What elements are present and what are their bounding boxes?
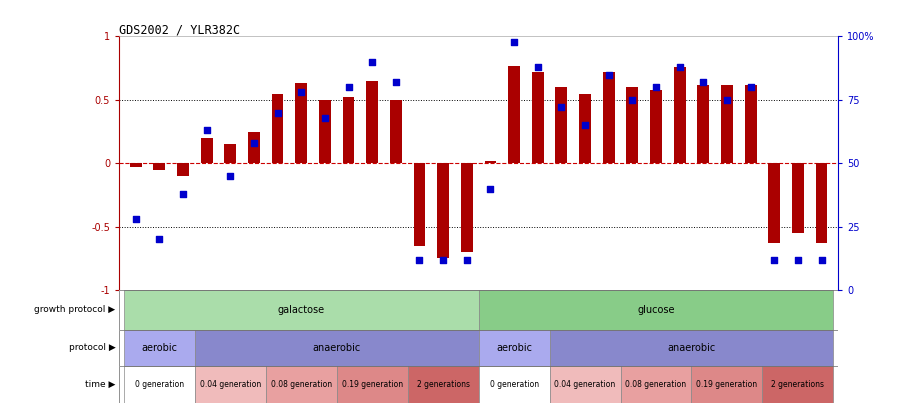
Point bbox=[294, 89, 309, 96]
Bar bbox=[437, 163, 449, 258]
Bar bbox=[337, 367, 408, 403]
Bar bbox=[745, 85, 757, 163]
Point bbox=[200, 127, 214, 134]
Point bbox=[318, 114, 333, 121]
Point bbox=[767, 256, 781, 263]
Text: protocol ▶: protocol ▶ bbox=[69, 343, 115, 352]
Bar bbox=[769, 163, 780, 243]
Text: 2 generations: 2 generations bbox=[771, 380, 824, 389]
Bar bbox=[153, 163, 165, 170]
Bar bbox=[478, 290, 834, 330]
Bar bbox=[550, 367, 620, 403]
Text: 0 generation: 0 generation bbox=[135, 380, 184, 389]
Bar bbox=[603, 72, 615, 163]
Bar bbox=[124, 290, 478, 330]
Bar bbox=[224, 144, 236, 163]
Text: 0.08 generation: 0.08 generation bbox=[270, 380, 332, 389]
Bar bbox=[366, 81, 378, 163]
Bar bbox=[461, 163, 473, 252]
Bar bbox=[692, 367, 762, 403]
Bar bbox=[532, 72, 544, 163]
Text: anaerobic: anaerobic bbox=[668, 343, 715, 353]
Point bbox=[128, 216, 143, 222]
Point bbox=[388, 79, 403, 85]
Point bbox=[246, 140, 261, 146]
Bar bbox=[177, 163, 189, 176]
Bar bbox=[762, 367, 834, 403]
Bar bbox=[620, 367, 692, 403]
Text: time ▶: time ▶ bbox=[85, 380, 115, 389]
Bar bbox=[408, 367, 478, 403]
Point bbox=[578, 122, 593, 128]
Text: 2 generations: 2 generations bbox=[417, 380, 470, 389]
Bar bbox=[555, 87, 567, 163]
Bar bbox=[485, 161, 496, 163]
Point bbox=[743, 84, 758, 90]
Point bbox=[460, 256, 474, 263]
Point bbox=[483, 185, 497, 192]
Bar bbox=[579, 94, 591, 163]
Bar bbox=[195, 330, 478, 367]
Point bbox=[672, 64, 687, 70]
Text: aerobic: aerobic bbox=[141, 343, 178, 353]
Bar bbox=[478, 367, 550, 403]
Text: 0.08 generation: 0.08 generation bbox=[626, 380, 687, 389]
Point bbox=[412, 256, 427, 263]
Point bbox=[176, 190, 191, 197]
Point bbox=[507, 38, 521, 45]
Text: 0.04 generation: 0.04 generation bbox=[554, 380, 616, 389]
Bar bbox=[478, 330, 550, 367]
Bar bbox=[390, 100, 402, 163]
Point bbox=[365, 59, 379, 65]
Bar bbox=[508, 66, 520, 163]
Point bbox=[791, 256, 805, 263]
Bar bbox=[248, 132, 260, 163]
Point bbox=[341, 84, 355, 90]
Point bbox=[223, 173, 237, 179]
Text: 0.19 generation: 0.19 generation bbox=[342, 380, 403, 389]
Point bbox=[270, 109, 285, 116]
Text: GDS2002 / YLR382C: GDS2002 / YLR382C bbox=[119, 23, 240, 36]
Point bbox=[602, 71, 616, 78]
Bar bbox=[266, 367, 337, 403]
Bar bbox=[195, 367, 266, 403]
Point bbox=[625, 97, 639, 103]
Point bbox=[649, 84, 663, 90]
Text: anaerobic: anaerobic bbox=[312, 343, 361, 353]
Bar bbox=[319, 100, 331, 163]
Text: aerobic: aerobic bbox=[496, 343, 532, 353]
Text: glucose: glucose bbox=[638, 305, 675, 315]
Bar bbox=[697, 85, 709, 163]
Bar bbox=[130, 163, 142, 167]
Bar bbox=[343, 97, 354, 163]
Text: 0 generation: 0 generation bbox=[489, 380, 539, 389]
Text: 0.04 generation: 0.04 generation bbox=[200, 380, 261, 389]
Text: 0.19 generation: 0.19 generation bbox=[696, 380, 758, 389]
Point bbox=[530, 64, 545, 70]
Bar bbox=[201, 138, 213, 163]
Bar bbox=[627, 87, 638, 163]
Point bbox=[554, 104, 569, 111]
Bar bbox=[413, 163, 425, 246]
Point bbox=[436, 256, 451, 263]
Bar bbox=[124, 367, 195, 403]
Text: growth protocol ▶: growth protocol ▶ bbox=[35, 305, 115, 314]
Bar bbox=[721, 85, 733, 163]
Point bbox=[814, 256, 829, 263]
Bar bbox=[272, 94, 283, 163]
Bar bbox=[674, 67, 685, 163]
Bar bbox=[295, 83, 307, 163]
Point bbox=[696, 79, 711, 85]
Bar bbox=[792, 163, 804, 233]
Bar bbox=[124, 330, 195, 367]
Point bbox=[720, 97, 735, 103]
Text: galactose: galactose bbox=[278, 305, 325, 315]
Bar bbox=[650, 90, 662, 163]
Bar bbox=[550, 330, 834, 367]
Point bbox=[152, 236, 167, 243]
Bar bbox=[815, 163, 827, 243]
